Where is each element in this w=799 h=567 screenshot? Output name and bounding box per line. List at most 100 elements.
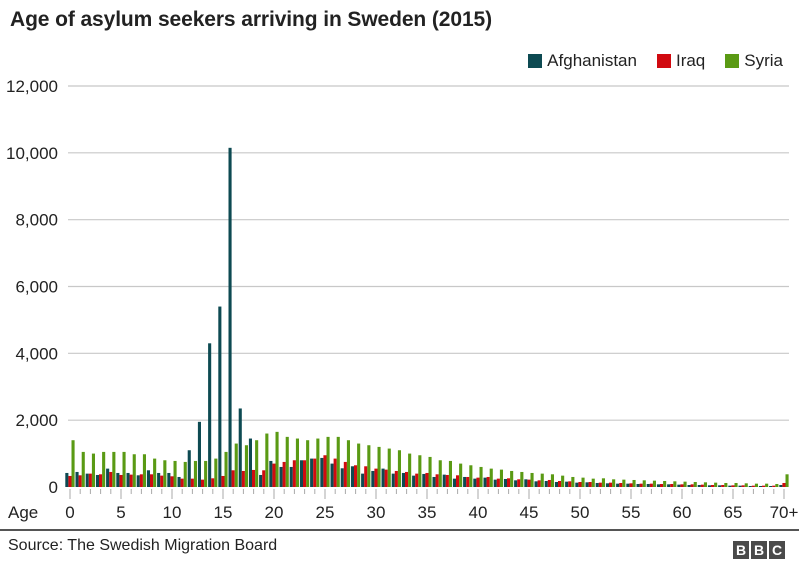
bar-afghanistan	[707, 485, 711, 487]
bar-iraq	[496, 478, 500, 487]
bar-iraq	[751, 485, 755, 487]
bar-afghanistan	[259, 474, 263, 487]
bar-iraq	[609, 482, 613, 487]
bar-afghanistan	[667, 484, 671, 487]
bar-iraq	[598, 482, 602, 487]
chart-title: Age of asylum seekers arriving in Sweden…	[10, 8, 493, 31]
bar-afghanistan	[330, 463, 334, 487]
bar-syria	[714, 482, 718, 487]
bar-syria	[775, 483, 779, 487]
bar-iraq	[711, 484, 715, 487]
bar-iraq	[466, 476, 470, 487]
bar-iraq	[762, 485, 766, 487]
bar-iraq	[313, 458, 317, 487]
x-tick-label: 20	[265, 503, 284, 522]
y-tick-label: 0	[49, 478, 58, 497]
bar-iraq	[374, 468, 378, 487]
bar-afghanistan	[575, 482, 579, 487]
bar-iraq	[456, 475, 460, 487]
bar-afghanistan	[340, 468, 344, 487]
bar-afghanistan	[452, 478, 456, 487]
bar-afghanistan	[279, 466, 283, 487]
bar-syria	[408, 453, 412, 487]
bar-syria	[224, 451, 228, 487]
bar-iraq	[639, 483, 643, 487]
bar-afghanistan	[381, 468, 385, 487]
bars	[65, 147, 789, 487]
x-tick-label: 35	[418, 503, 437, 522]
bar-syria	[163, 460, 167, 487]
bar-syria	[703, 482, 707, 487]
bar-afghanistan	[758, 485, 762, 487]
bar-syria	[132, 454, 136, 487]
x-tick-label: 5	[116, 503, 125, 522]
bar-syria	[418, 455, 422, 487]
bar-afghanistan	[432, 476, 436, 487]
bar-afghanistan	[565, 481, 569, 487]
bar-iraq	[649, 483, 653, 487]
bar-afghanistan	[534, 481, 538, 487]
x-tick-label: 55	[622, 503, 641, 522]
bar-iraq	[323, 455, 327, 487]
bar-syria	[652, 480, 656, 487]
bar-syria	[601, 478, 605, 487]
bar-iraq	[507, 478, 511, 487]
bar-syria	[663, 480, 667, 487]
bar-syria	[265, 433, 269, 487]
bar-afghanistan	[422, 473, 426, 487]
bar-syria	[204, 460, 208, 487]
bar-iraq	[99, 474, 103, 487]
bar-iraq	[741, 485, 745, 487]
bar-iraq	[160, 475, 164, 487]
bar-iraq	[262, 470, 266, 487]
bbc-logo-letter: B	[733, 541, 749, 559]
bbc-logo: B B C	[731, 541, 785, 559]
bar-syria	[91, 453, 95, 487]
y-tick-label: 4,000	[15, 344, 58, 363]
bar-syria	[622, 479, 626, 487]
bar-iraq	[292, 460, 296, 487]
bar-syria	[540, 473, 544, 487]
bar-syria	[510, 470, 514, 487]
bar-syria	[673, 481, 677, 487]
bar-iraq	[231, 470, 235, 487]
bar-iraq	[354, 465, 358, 487]
bar-afghanistan	[656, 484, 660, 487]
bar-afghanistan	[605, 483, 609, 487]
bar-afghanistan	[228, 147, 232, 487]
bar-syria	[520, 471, 524, 487]
bar-afghanistan	[728, 485, 732, 487]
bar-syria	[499, 469, 503, 487]
x-tick-label: 60	[673, 503, 692, 522]
x-tick-label: 65	[724, 503, 743, 522]
bar-afghanistan	[524, 479, 528, 487]
gridlines	[68, 85, 789, 421]
x-tick-label: 15	[214, 503, 233, 522]
bar-afghanistan	[473, 478, 477, 487]
x-tick-label: 40	[469, 503, 488, 522]
legend-label-afghanistan: Afghanistan	[547, 51, 637, 70]
bar-iraq	[170, 476, 174, 487]
bar-syria	[367, 445, 371, 487]
bar-syria	[316, 438, 320, 487]
legend-label-syria: Syria	[744, 51, 783, 70]
bar-iraq	[445, 474, 449, 487]
bar-afghanistan	[197, 421, 201, 487]
bar-afghanistan	[126, 472, 130, 487]
bar-afghanistan	[75, 471, 79, 487]
bar-syria	[612, 479, 616, 487]
bar-afghanistan	[320, 457, 324, 487]
bar-syria	[754, 483, 758, 487]
y-tick-label: 6,000	[15, 278, 58, 297]
bar-iraq	[619, 482, 623, 487]
bar-iraq	[78, 475, 82, 487]
bar-iraq	[670, 483, 674, 487]
bar-syria	[326, 436, 330, 487]
bar-afghanistan	[65, 472, 69, 487]
bar-afghanistan	[289, 466, 293, 487]
bar-afghanistan	[697, 484, 701, 487]
bar-iraq	[282, 461, 286, 487]
y-tick-label: 8,000	[15, 211, 58, 230]
bar-iraq	[568, 481, 572, 487]
x-tick-label: 50	[571, 503, 590, 522]
